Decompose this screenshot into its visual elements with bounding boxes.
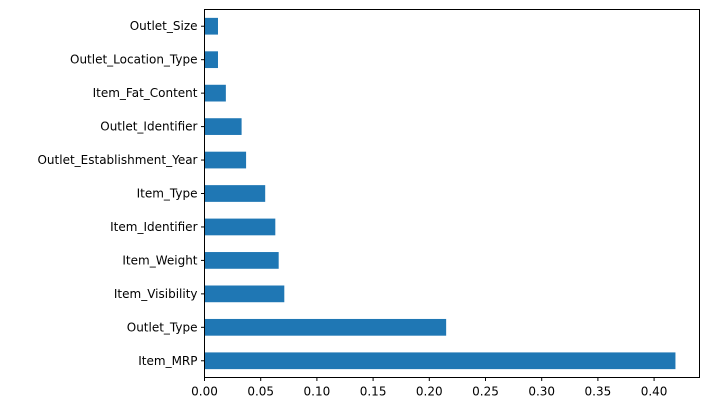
y-tick-label: Outlet_Type: [127, 320, 198, 334]
bar-outlet-identifier: [204, 118, 242, 135]
bar-item-mrp: [204, 352, 676, 370]
bar-outlet-location-type: [204, 51, 218, 69]
x-tick-label: 0.40: [641, 385, 668, 399]
bar-outlet-type: [204, 318, 447, 336]
x-ticks: 0.00 0.05 0.10 0.15 0.20 0.25 0.30 0.35 0.40: [191, 377, 668, 399]
x-tick-label: 0.15: [360, 385, 387, 399]
bar-item-weight: [204, 252, 279, 269]
x-tick-label: 0.20: [416, 385, 443, 399]
bar-item-fat-content: [204, 84, 226, 102]
plot-frame: [204, 9, 700, 378]
bars-group: [204, 17, 676, 370]
y-tick-label: Outlet_Establishment_Year: [37, 153, 197, 167]
x-tick-label: 0.30: [528, 385, 555, 399]
bar-item-visibility: [204, 285, 285, 303]
y-tick-label: Outlet_Size: [130, 19, 198, 33]
y-tick-label: Item_Type: [137, 187, 198, 201]
x-tick-label: 0.00: [191, 385, 218, 399]
y-tick-label: Item_Fat_Content: [93, 86, 198, 100]
y-tick-label: Item_MRP: [138, 354, 197, 368]
y-tick-label: Item_Visibility: [114, 287, 198, 301]
x-tick-label: 0.25: [472, 385, 499, 399]
x-tick-label: 0.10: [304, 385, 331, 399]
y-tick-label: Item_Weight: [122, 253, 197, 267]
y-tick-label: Outlet_Location_Type: [70, 53, 198, 67]
bar-outlet-size: [204, 17, 218, 35]
y-tick-label: Item_Identifier: [110, 220, 197, 234]
bar-outlet-establishment-year: [204, 151, 247, 169]
x-tick-label: 0.05: [247, 385, 274, 399]
bar-item-type: [204, 185, 266, 202]
x-tick-label: 0.35: [585, 385, 612, 399]
y-tick-label: Outlet_Identifier: [100, 120, 197, 134]
y-ticks: Outlet_Size Outlet_Location_Type Item_Fat_…: [37, 19, 205, 368]
bar-item-identifier: [204, 218, 276, 236]
